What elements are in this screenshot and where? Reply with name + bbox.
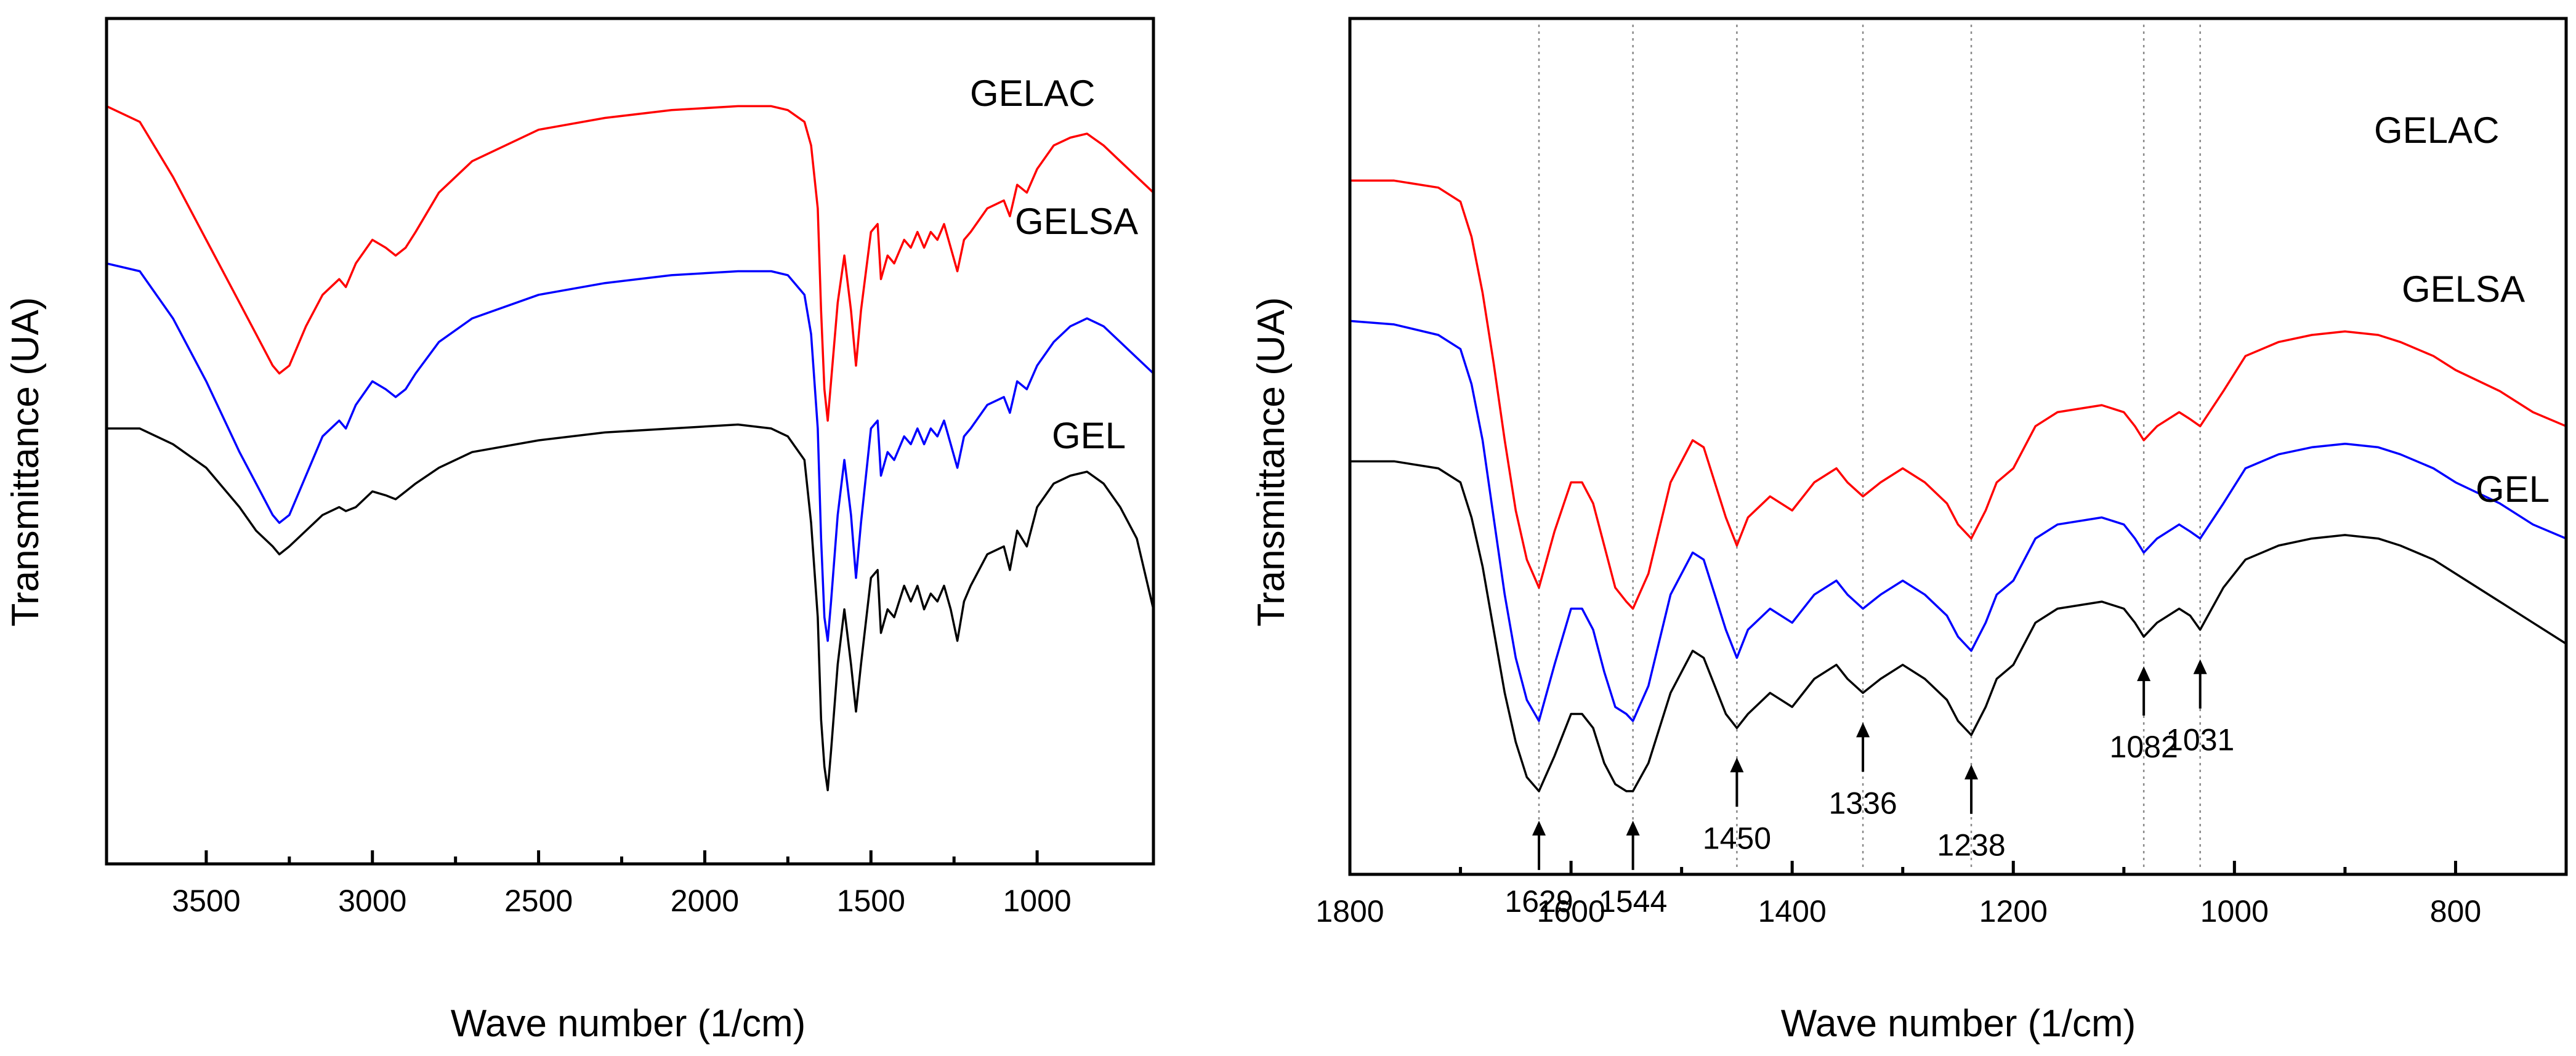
x-tick-label-1000: 1000: [2200, 894, 2269, 929]
x-tick-label-800: 800: [2430, 894, 2481, 929]
x-tick-label-1000: 1000: [1003, 884, 1071, 918]
plot-frame: [1348, 17, 2568, 876]
plot-frame: [105, 17, 1155, 866]
series-line-gelac: [1350, 179, 2567, 610]
x-axis-label: Wave number (1/cm): [451, 1002, 806, 1045]
x-tick-label-3000: 3000: [338, 884, 406, 918]
peak-label-1238: 1238: [1937, 828, 2005, 863]
series-line-gelsa: [106, 262, 1155, 642]
x-tick-label-1800: 1800: [1315, 894, 1384, 929]
series-line-gel: [107, 423, 1155, 792]
series-label-gel: GEL: [1052, 415, 1126, 456]
series-line-gelsa: [1349, 320, 2567, 722]
x-tick-label-1600: 1600: [1536, 894, 1605, 929]
series-label-gelsa: GELSA: [2402, 268, 2525, 310]
right-spectrum-panel: GELAC GELSA GEL 1800 1600 1400 1200 1000 800 Wave…: [1250, 17, 2568, 1045]
peak-arrow-head-1031: [2193, 659, 2207, 674]
series-label-gelac: GELAC: [970, 73, 1095, 114]
left-spectrum-panel: GELAC GELSA GEL 3500 3000 2500 2000 1500 1000 Wav…: [4, 17, 1155, 1045]
peak-arrow-head-1544: [1626, 820, 1640, 836]
peak-label-1082: 1082: [2110, 730, 2178, 764]
x-tick-label-1400: 1400: [1758, 894, 1827, 929]
peak-arrow-head-1450: [1730, 757, 1744, 773]
y-axis-label: Transmittance (UA): [4, 297, 47, 626]
peak-label-1031: 1031: [2166, 723, 2234, 757]
series-label-gelac: GELAC: [2374, 110, 2499, 151]
series-label-gel: GEL: [2476, 469, 2550, 510]
x-tick-label-2500: 2500: [504, 884, 573, 918]
peak-label-1544: 1544: [1599, 884, 1667, 919]
peak-label-1450: 1450: [1703, 821, 1771, 855]
peak-arrow-head-1238: [1964, 764, 1979, 780]
series-label-gelsa: GELSA: [1015, 201, 1138, 242]
y-axis-label: Transmittance (UA): [1250, 297, 1293, 626]
peak-label-1629: 1629: [1504, 884, 1573, 919]
x-tick-label-1500: 1500: [837, 884, 905, 918]
x-axis-label: Wave number (1/cm): [1781, 1002, 2136, 1045]
peak-arrow-head-1336: [1856, 722, 1870, 738]
peak-label-1336: 1336: [1828, 786, 1897, 820]
peak-arrow-head-1629: [1532, 820, 1546, 836]
x-tick-label-1200: 1200: [1979, 894, 2048, 929]
series-line-gel: [1350, 460, 2567, 792]
peak-arrow-head-1082: [2137, 666, 2151, 682]
x-tick-label-3500: 3500: [172, 884, 240, 918]
series-line-gelac: [106, 105, 1155, 422]
x-tick-label-2000: 2000: [671, 884, 739, 918]
